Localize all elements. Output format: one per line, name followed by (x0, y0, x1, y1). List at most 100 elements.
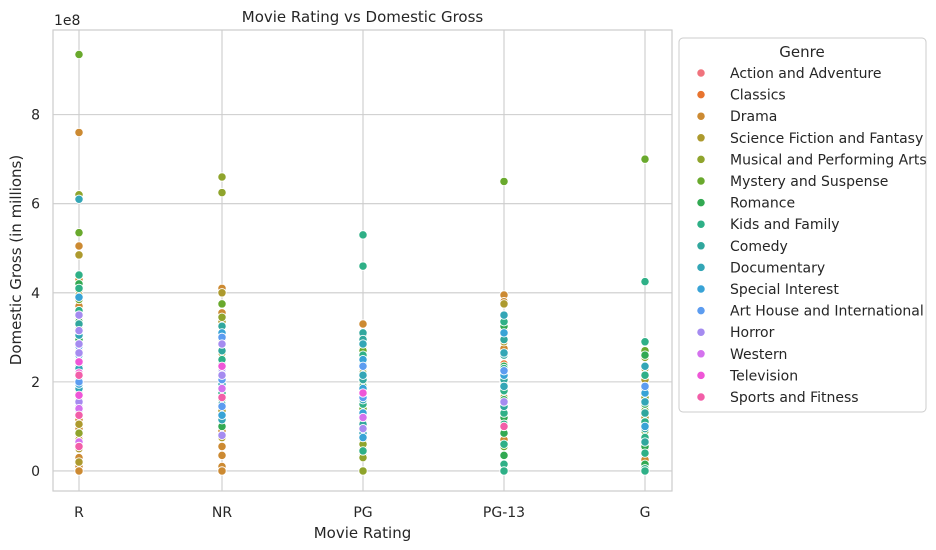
data-point (217, 299, 227, 309)
data-point (499, 466, 509, 476)
data-point (74, 241, 84, 251)
legend-marker (696, 241, 706, 251)
data-point (499, 366, 509, 376)
legend-marker (696, 327, 706, 337)
data-point (358, 339, 368, 349)
x-tick-label: G (640, 505, 651, 521)
data-point (74, 326, 84, 336)
data-point (74, 250, 84, 260)
legend-label: Romance (730, 196, 795, 212)
data-point (640, 370, 650, 380)
legend-label: Kids and Family (730, 217, 840, 233)
data-point (640, 350, 650, 360)
data-point (640, 381, 650, 391)
legend-label: Comedy (730, 239, 788, 255)
data-point (74, 127, 84, 138)
legend-label: Science Fiction and Fantasy (730, 131, 923, 147)
data-point (217, 392, 227, 403)
data-point (74, 310, 84, 320)
legend-marker (696, 392, 706, 402)
legend-marker (696, 68, 706, 78)
data-point (640, 448, 650, 458)
data-point (217, 410, 227, 420)
data-point (499, 299, 509, 309)
data-point (358, 230, 368, 240)
legend-marker (696, 197, 706, 208)
data-point (217, 339, 227, 349)
data-point (499, 397, 509, 407)
data-point (358, 446, 368, 456)
data-point (640, 408, 650, 418)
data-point (74, 283, 84, 293)
legend-label: Art House and International (730, 304, 924, 320)
data-point (217, 466, 227, 476)
legend-label: Horror (730, 325, 775, 341)
data-point (74, 348, 84, 358)
data-point (74, 441, 84, 452)
chart-title: Movie Rating vs Domestic Gross (242, 8, 484, 26)
data-point (499, 310, 509, 320)
data-point (74, 228, 84, 238)
legend-label: Special Interest (730, 282, 839, 298)
data-points (74, 49, 650, 476)
y-tick-label: 2 (31, 375, 40, 391)
x-tick-labels: R NR PG PG-13 G (74, 505, 650, 521)
data-point (217, 288, 227, 298)
legend-label: Mystery and Suspense (730, 174, 888, 190)
legend-label: Action and Adventure (730, 66, 882, 82)
data-point (640, 277, 650, 287)
data-point (358, 423, 368, 434)
data-point (74, 270, 84, 280)
y-tick-label: 0 (31, 464, 40, 480)
y-tick-label: 4 (31, 286, 40, 302)
y-tick-label: 6 (31, 197, 40, 213)
data-point (499, 450, 509, 461)
y-axis-label: Domestic Gross (in millions) (7, 155, 25, 365)
data-point (74, 428, 84, 438)
data-point (74, 390, 84, 400)
data-point (217, 401, 227, 412)
x-tick-label: R (74, 505, 84, 521)
y-offset-text: 1e8 (54, 13, 80, 29)
data-point (74, 194, 84, 204)
legend-marker (696, 154, 706, 165)
data-point (74, 410, 84, 420)
x-tick-label: PG (353, 505, 372, 521)
legend-marker (696, 370, 706, 381)
data-point (499, 328, 509, 338)
data-point (640, 361, 650, 371)
data-point (217, 383, 227, 394)
data-point (358, 361, 368, 371)
data-point (74, 49, 84, 60)
legend-marker (696, 284, 706, 294)
legend-label: Drama (730, 109, 777, 125)
data-point (358, 412, 368, 423)
data-point (217, 441, 227, 452)
data-point (640, 337, 650, 347)
legend-marker (696, 111, 706, 121)
legend-box (678, 37, 927, 413)
data-point (640, 466, 650, 476)
data-point (74, 292, 84, 302)
data-point (217, 172, 227, 182)
legend-marker (696, 176, 706, 186)
data-point (358, 370, 368, 380)
legend-label: Musical and Performing Arts (730, 152, 927, 168)
x-tick-label: PG-13 (483, 505, 525, 521)
data-point (640, 437, 650, 447)
data-point (217, 430, 227, 440)
data-point (217, 450, 227, 461)
legend: Genre Action and Adventure Classics Drama S… (678, 37, 927, 413)
data-point (74, 466, 84, 476)
data-point (358, 388, 368, 398)
y-tick-label: 8 (31, 108, 40, 124)
legend-label: Western (730, 347, 787, 363)
data-point (640, 154, 650, 164)
data-point (640, 397, 650, 407)
data-point (499, 421, 509, 432)
legend-marker (696, 133, 706, 143)
data-point (217, 370, 227, 380)
legend-title: Genre (779, 43, 824, 61)
legend-marker (696, 89, 706, 100)
